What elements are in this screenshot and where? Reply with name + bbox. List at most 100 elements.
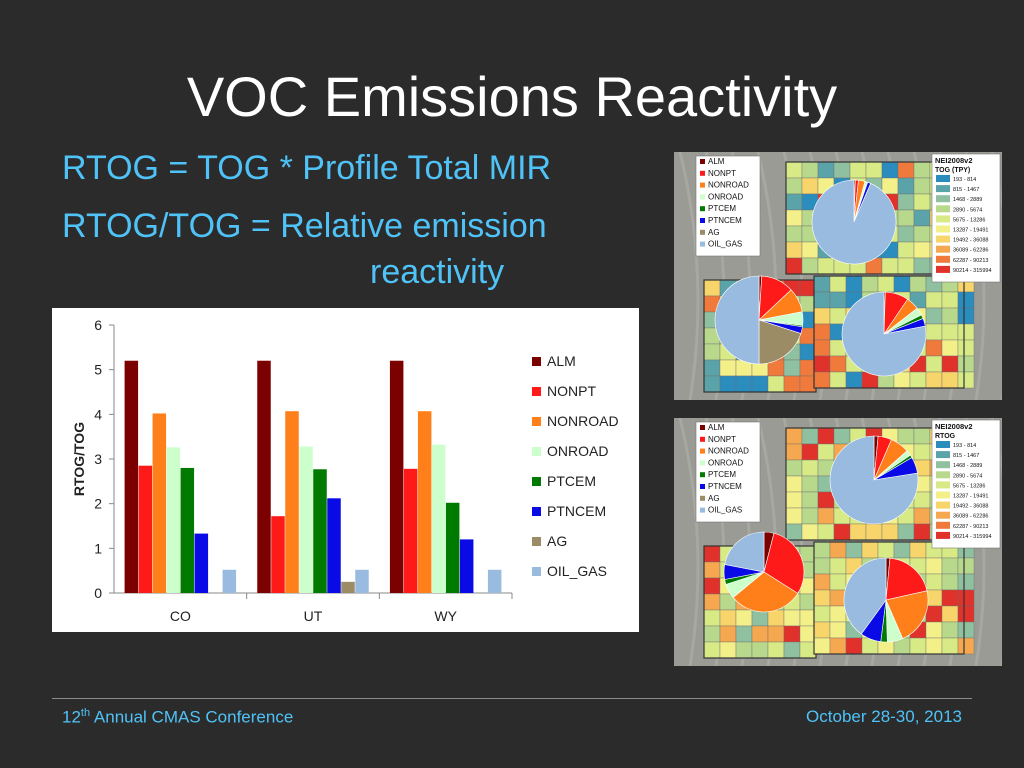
range-legend-label: 1468 - 2889	[953, 197, 982, 203]
pie-legend-swatch-nonroad	[700, 448, 705, 454]
county-cell	[813, 637, 831, 655]
footer-date: October 28-30, 2013	[806, 707, 962, 726]
pie-colorado	[841, 291, 927, 377]
y-tick-label: 2	[94, 496, 102, 512]
county-cell	[913, 225, 931, 243]
legend-swatch-ag	[532, 537, 541, 546]
county-cell	[829, 275, 847, 293]
county-cell	[881, 523, 899, 541]
bar-nonpt-ut	[271, 516, 285, 593]
county-cell	[913, 257, 931, 275]
county-cell	[829, 621, 847, 639]
pie-slice-nonroad	[885, 590, 929, 639]
county-cell	[817, 443, 835, 461]
legend-swatch-alm	[532, 357, 541, 366]
county-cell	[833, 427, 851, 445]
county-cell	[849, 161, 867, 179]
range-legend-label: 5675 - 13286	[953, 217, 985, 223]
bar-alm-co	[124, 360, 139, 593]
county-cell	[925, 637, 943, 655]
county-cell	[957, 605, 975, 623]
county-cell	[801, 507, 819, 525]
county-cell	[801, 257, 819, 275]
pie-legend-label-nonroad: NONROAD	[708, 181, 749, 190]
county-cell	[719, 359, 737, 377]
footer-conf-sup: th	[80, 707, 91, 719]
county-cell	[785, 177, 803, 195]
pie-legend-box	[695, 155, 761, 257]
county-cell	[703, 545, 721, 563]
county-cell	[957, 355, 975, 373]
pie-legend-label-ptncem: PTNCEM	[708, 482, 742, 491]
map-tog: ALM NONPT NONROAD ONROAD PTCEM PTNCEM AG OIL_GA…	[674, 152, 1002, 400]
county-cell	[861, 275, 879, 293]
county-cell	[703, 279, 721, 297]
range-legend-label: 2890 - 5674	[953, 473, 982, 479]
legend-label-ag: AG	[547, 533, 567, 549]
county-cell	[703, 609, 721, 627]
county-cell	[845, 541, 863, 559]
county-cell	[941, 589, 959, 607]
county-cell	[925, 355, 943, 373]
county-cell	[833, 523, 851, 541]
county-cell	[881, 177, 899, 195]
county-cell	[785, 491, 803, 509]
y-tick-label: 5	[94, 362, 102, 378]
legend-label-alm: ALM	[547, 353, 576, 369]
pie-legend-label-oil_gas: OIL_GAS	[708, 506, 742, 515]
county-cell	[893, 541, 911, 559]
county-cell	[913, 427, 931, 445]
bullet-relative-reactivity: RTOG/TOG = Relative emission	[62, 207, 547, 245]
range-legend-swatch	[936, 511, 950, 519]
bar-ptncem-ut	[327, 498, 341, 593]
county-cell	[801, 427, 819, 445]
county-cell	[813, 323, 831, 341]
pie-slice-oil_gas	[843, 557, 887, 635]
county-cell	[925, 605, 943, 623]
legend-label-oil_gas: OIL_GAS	[547, 563, 607, 579]
bar-onroad-co	[166, 447, 181, 593]
range-legend-label: 13287 - 19491	[953, 494, 988, 500]
x-tick-label: WY	[434, 608, 457, 624]
range-legend-label: 19492 - 36088	[953, 238, 988, 244]
y-tick-label: 1	[94, 540, 102, 556]
pie-legend: ALM NONPT NONROAD ONROAD PTCEM PTNCEM AG OIL_GA…	[695, 421, 761, 523]
footer-conf-name: Annual CMAS Conference	[90, 707, 294, 727]
range-legend-subtitle: RTOG	[935, 433, 956, 440]
county-cell	[783, 609, 801, 627]
y-tick-label: 6	[94, 317, 102, 333]
county-cell	[735, 609, 753, 627]
county-cell	[941, 291, 959, 309]
county-cell	[925, 291, 943, 309]
county-cell	[925, 557, 943, 575]
range-legend-swatch	[936, 225, 950, 233]
footer-conference: 12th Annual CMAS Conference	[62, 707, 293, 728]
pie-legend-label-ptcem: PTCEM	[708, 470, 736, 479]
range-legend-swatch	[936, 205, 950, 213]
range-legend-swatch	[936, 185, 950, 193]
legend-swatch-nonroad	[532, 417, 541, 426]
county-cell	[785, 507, 803, 525]
x-tick-label: UT	[304, 608, 323, 624]
county-cell	[719, 641, 737, 659]
county-cell	[957, 371, 975, 389]
county-cell	[785, 475, 803, 493]
county-cell	[801, 459, 819, 477]
range-legend-swatch	[936, 195, 950, 203]
range-legend-swatch	[936, 451, 950, 459]
range-legend-title: NEI2008v2	[935, 422, 973, 431]
county-cell	[751, 641, 769, 659]
colorado-region-border	[813, 541, 965, 655]
county-cell	[829, 637, 847, 655]
pie-legend-swatch-ag	[700, 229, 705, 235]
pie-legend-swatch-onroad	[700, 194, 705, 200]
y-tick-label: 3	[94, 451, 102, 467]
range-legend-swatch	[936, 481, 950, 489]
pie-slice-oil_gas	[829, 435, 919, 525]
county-cell	[735, 375, 753, 393]
pie-legend-swatch-nonroad	[700, 182, 705, 188]
range-legend-label: 13287 - 19491	[953, 228, 988, 234]
county-cell	[817, 161, 835, 179]
legend-label-ptncem: PTNCEM	[547, 503, 606, 519]
county-cell	[735, 625, 753, 643]
